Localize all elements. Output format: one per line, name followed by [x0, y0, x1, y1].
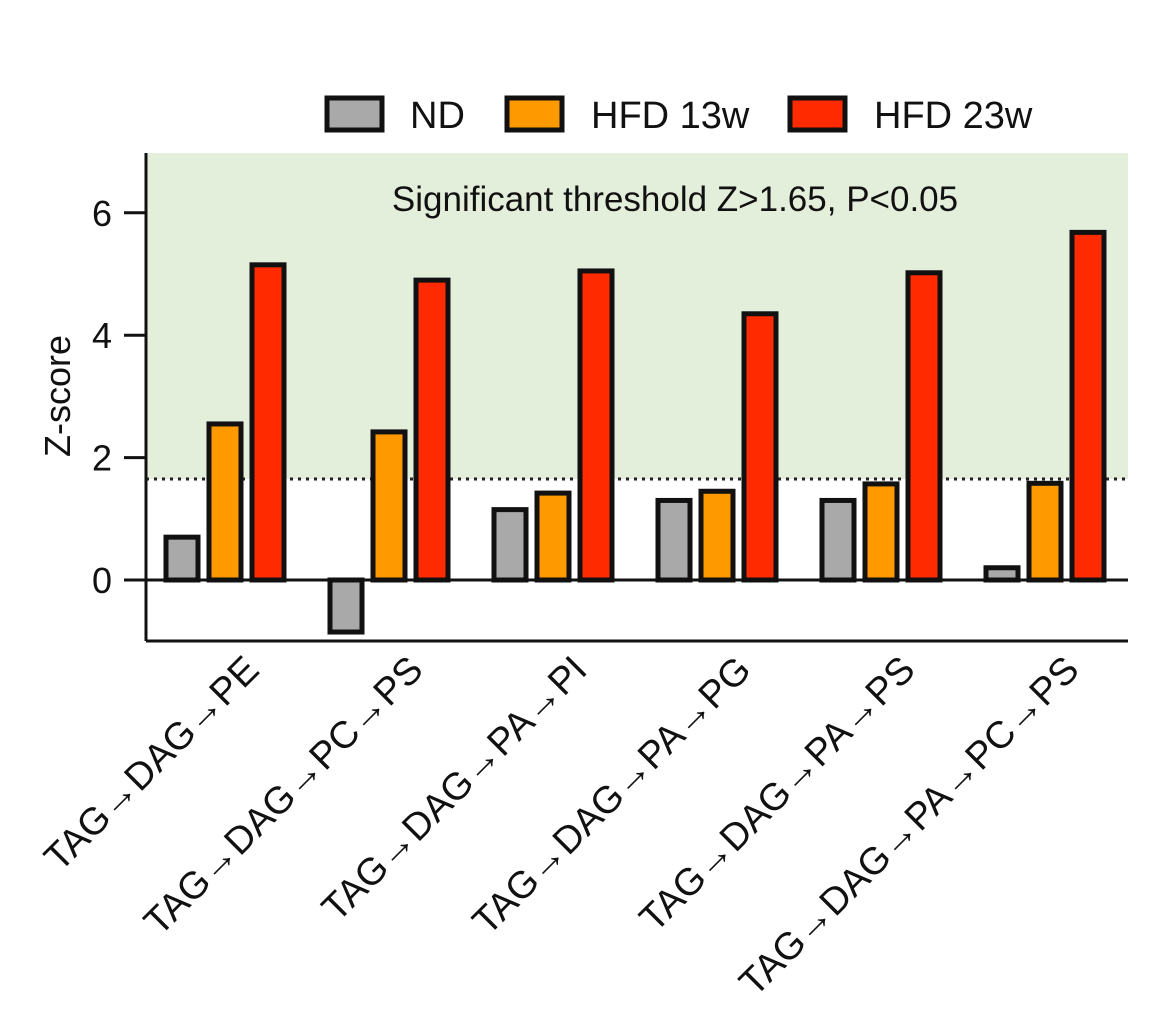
bar	[534, 490, 572, 583]
bar	[862, 481, 900, 583]
bar	[698, 488, 736, 583]
bar	[1026, 480, 1064, 583]
bars-group	[163, 229, 1107, 635]
x-tick-label: TAG→DAG→PA→PS	[632, 649, 923, 940]
y-tick-label: 2	[92, 438, 112, 479]
y-tick-label: 0	[92, 560, 112, 601]
bar	[819, 497, 857, 583]
legend-swatch	[787, 95, 848, 133]
y-axis-label: Z-score	[37, 335, 78, 457]
legend-swatch	[504, 95, 565, 133]
legend-label: ND	[410, 95, 465, 137]
bar	[741, 311, 779, 583]
bar	[983, 565, 1021, 583]
bar	[163, 534, 201, 583]
legend-swatch	[324, 95, 385, 133]
legend-label: HFD 23w	[874, 95, 1033, 137]
x-tick-label: TAG→DAG→PC→PS	[136, 649, 431, 944]
bar	[655, 497, 693, 583]
threshold-label: Significant threshold Z>1.65, P<0.05	[392, 180, 958, 219]
legend: ND HFD 13w HFD 23w	[324, 95, 1033, 137]
bar	[1069, 229, 1107, 583]
y-tick-label: 6	[92, 193, 112, 234]
threshold-region	[146, 153, 1128, 480]
bar	[327, 577, 365, 635]
bar	[370, 429, 408, 583]
legend-label: HFD 13w	[591, 95, 750, 137]
y-tick-label: 4	[92, 315, 112, 356]
bar	[577, 268, 615, 583]
x-tick-label: TAG→DAG→PA→PI	[314, 649, 595, 930]
x-tick-label: TAG→DAG→PA→PC→PS	[732, 649, 1088, 1005]
bar	[413, 277, 451, 583]
bar	[905, 270, 943, 583]
bar	[206, 421, 244, 583]
bar	[249, 262, 287, 583]
bar	[491, 507, 529, 583]
x-tick-label: TAG→DAG→PA→PG	[465, 649, 759, 943]
